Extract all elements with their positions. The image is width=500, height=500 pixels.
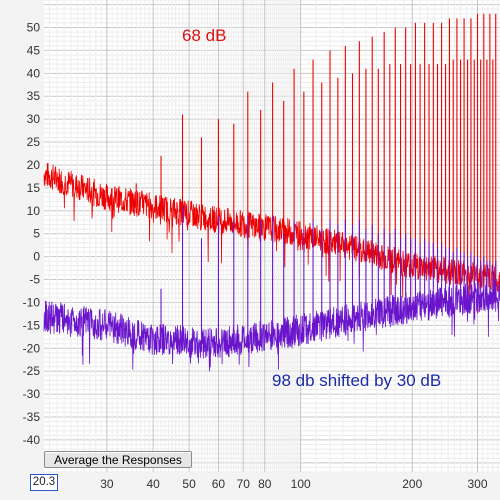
x-axis-start-field[interactable]: 20.3 [30, 474, 58, 491]
y-tick-label: 15 [27, 181, 41, 195]
x-tick-label: 200 [402, 477, 422, 491]
y-tick-label: -35 [23, 410, 41, 424]
x-tick-label: 30 [100, 477, 114, 491]
y-tick-label: 10 [27, 204, 41, 218]
x-tick-label: 40 [146, 477, 160, 491]
y-tick-label: -5 [29, 273, 40, 287]
red-trace-annotation: 68 dB [182, 26, 227, 45]
average-responses-button[interactable]: Average the Responses [44, 451, 192, 468]
y-tick-label: -10 [23, 295, 41, 309]
y-tick-label: -15 [23, 318, 41, 332]
y-tick-label: 45 [27, 43, 41, 57]
x-tick-label: 50 [182, 477, 196, 491]
y-tick-label: -30 [23, 387, 41, 401]
y-axis-ticks: 50454035302520151050-5-10-15-20-25-30-35… [23, 20, 41, 446]
y-tick-label: -25 [23, 364, 41, 378]
x-axis-ticks: 30 40 50 60 70 80 100 200 300 [100, 477, 488, 491]
series-layer [43, 13, 500, 372]
series-red-68db [43, 13, 500, 314]
x-tick-label: 70 [237, 477, 251, 491]
y-tick-label: -40 [23, 433, 41, 447]
noise-trace [43, 279, 500, 372]
x-tick-label: 100 [291, 477, 311, 491]
y-tick-label: 5 [33, 227, 40, 241]
blue-trace-annotation: 98 db shifted by 30 dB [272, 371, 442, 390]
x-tick-label: 300 [467, 477, 487, 491]
series-blue-98db [43, 206, 500, 372]
x-tick-label: 60 [212, 477, 226, 491]
grid-lines [44, 0, 500, 473]
x-tick-label: 80 [258, 477, 272, 491]
y-tick-label: 0 [33, 250, 40, 264]
y-tick-label: 50 [27, 20, 41, 34]
y-tick-label: 20 [27, 158, 41, 172]
y-tick-label: -20 [23, 341, 41, 355]
y-tick-label: 30 [27, 112, 41, 126]
y-tick-label: 25 [27, 135, 41, 149]
y-tick-label: 40 [27, 66, 41, 80]
y-tick-label: 35 [27, 89, 41, 103]
noise-trace [43, 162, 500, 314]
